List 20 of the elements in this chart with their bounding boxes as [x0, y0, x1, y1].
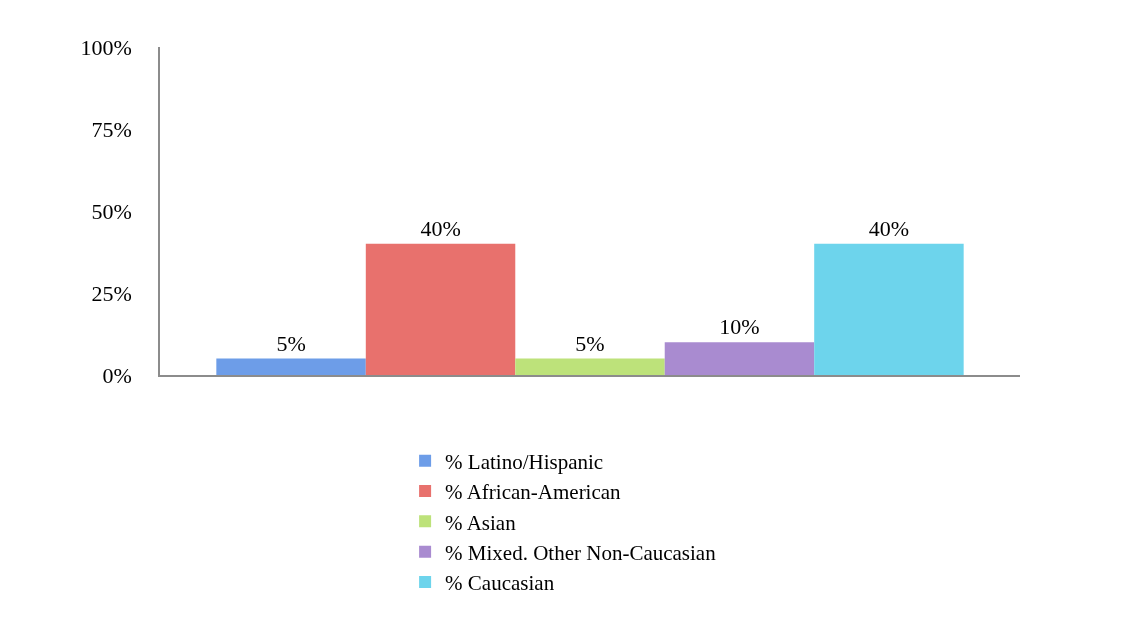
legend-label: % Caucasian	[445, 571, 555, 596]
legend-label: % Mixed. Other Non-Caucasian	[445, 540, 717, 565]
data-label: 10%	[719, 314, 760, 340]
bar	[814, 243, 964, 375]
y-tick-label: 25%	[91, 280, 132, 306]
data-label: 40%	[420, 215, 461, 241]
bar	[515, 358, 665, 375]
legend-label: % Asian	[445, 510, 517, 535]
legend-label: % Latino/Hispanic	[445, 449, 604, 474]
y-tick-label: 100%	[80, 34, 132, 60]
y-tick-label: 75%	[91, 116, 132, 142]
data-label: 5%	[276, 330, 306, 356]
bar	[216, 358, 366, 375]
data-label: 40%	[868, 215, 910, 241]
legend-label: % African-American	[445, 480, 622, 505]
bar	[664, 342, 815, 375]
y-tick-label: 0%	[102, 362, 132, 388]
y-tick-label: 50%	[91, 198, 132, 224]
data-label: 5%	[575, 330, 605, 356]
bar	[365, 243, 516, 375]
